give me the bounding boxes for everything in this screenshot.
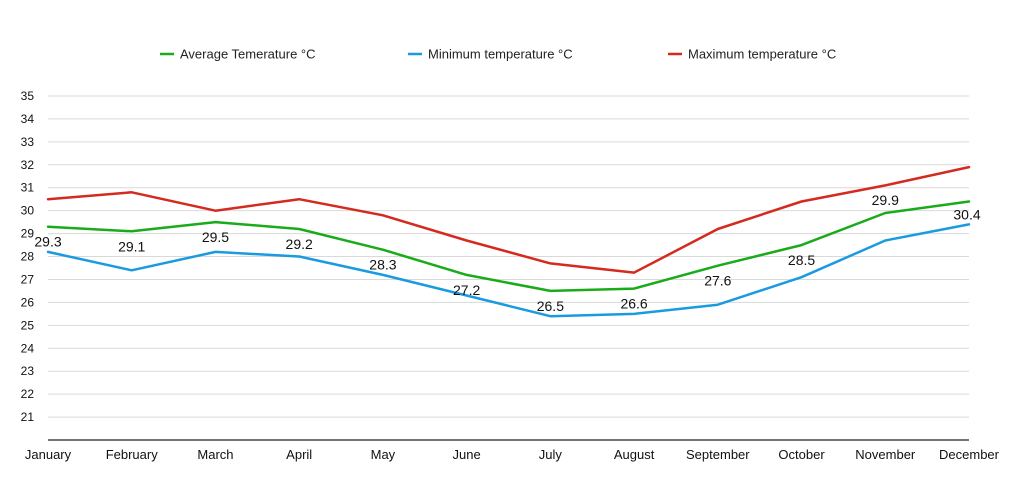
series-line-0	[46, 200, 971, 293]
data-label: 29.9	[872, 192, 899, 208]
data-label: 29.3	[34, 234, 61, 250]
legend-label: Average Temerature °C	[180, 47, 316, 62]
x-tick-label: April	[286, 447, 312, 462]
x-tick-label: May	[371, 447, 396, 462]
x-tick-label: February	[106, 447, 159, 462]
data-label: 27.6	[704, 273, 731, 289]
series-line-2	[46, 165, 971, 274]
data-label: 29.5	[202, 229, 229, 245]
y-tick-label: 22	[21, 387, 35, 401]
y-tick-label: 27	[21, 272, 35, 286]
x-tick-label: November	[855, 447, 916, 462]
y-tick-label: 25	[21, 318, 35, 332]
y-tick-label: 31	[21, 181, 35, 195]
x-tick-label: September	[686, 447, 750, 462]
y-tick-label: 34	[21, 112, 35, 126]
series-line-1	[46, 223, 971, 318]
y-axis-ticks: 21 22 23 24 25 26 27 28 29 30 31 32 33 34 35	[21, 89, 35, 424]
x-axis-ticks: January February March April May June July Augu…	[25, 447, 1000, 462]
y-tick-label: 28	[21, 250, 35, 264]
x-tick-label: January	[25, 447, 72, 462]
x-tick-label: March	[197, 447, 233, 462]
y-tick-label: 29	[21, 227, 35, 241]
y-tick-label: 21	[21, 410, 35, 424]
y-tick-label: 26	[21, 295, 35, 309]
y-tick-label: 35	[21, 89, 35, 103]
data-label: 30.4	[953, 206, 980, 222]
data-label: 26.5	[537, 298, 564, 314]
data-label: 29.1	[118, 238, 145, 254]
x-tick-label: July	[539, 447, 563, 462]
legend-label: Maximum temperature °C	[688, 47, 836, 62]
gridlines	[48, 95, 969, 418]
y-tick-label: 23	[21, 364, 35, 378]
data-label: 28.3	[369, 257, 396, 273]
data-label: 26.6	[620, 296, 647, 312]
data-label: 29.2	[286, 236, 313, 252]
legend-label: Minimum temperature °C	[428, 47, 573, 62]
y-tick-label: 32	[21, 158, 35, 172]
y-tick-label: 33	[21, 135, 35, 149]
legend: Average Temerature °C Minimum temperature…	[160, 47, 836, 62]
series-lines	[46, 165, 971, 318]
data-label: 27.2	[453, 282, 480, 298]
data-label: 28.5	[788, 252, 815, 268]
x-tick-label: June	[453, 447, 481, 462]
y-tick-label: 30	[21, 204, 35, 218]
x-tick-label: August	[614, 447, 655, 462]
data-labels: 29.3 29.1 29.5 29.2 28.3 27.2 26.5 26.6 27.6 28.5…	[34, 192, 980, 314]
y-tick-label: 24	[21, 341, 35, 355]
x-tick-label: December	[939, 447, 1000, 462]
x-tick-label: October	[778, 447, 825, 462]
